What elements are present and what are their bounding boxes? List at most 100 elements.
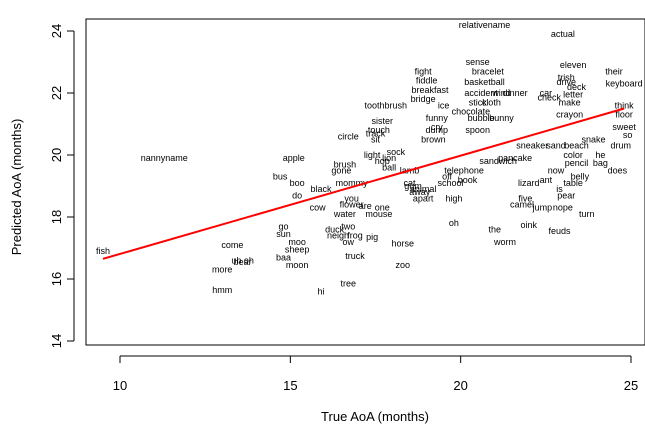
point-label: now bbox=[548, 166, 565, 176]
point-label: basketball bbox=[464, 77, 505, 87]
point-label: flower bbox=[340, 200, 364, 210]
point-label: feuds bbox=[548, 226, 571, 236]
point-label: their bbox=[605, 66, 623, 76]
point-label: ant bbox=[540, 175, 553, 185]
point-label: gum bbox=[404, 181, 422, 191]
point-label: are bbox=[359, 201, 372, 211]
point-label: sit bbox=[371, 135, 380, 145]
regression-line bbox=[102, 107, 625, 260]
point-label: light bbox=[364, 150, 381, 160]
point-label: think bbox=[615, 100, 635, 110]
point-label: baa bbox=[276, 252, 291, 262]
point-label: you bbox=[344, 193, 359, 203]
point-label: zoo bbox=[395, 260, 410, 270]
point-label: car bbox=[540, 88, 553, 98]
point-label: the bbox=[488, 224, 501, 234]
point-label: cry bbox=[431, 122, 443, 132]
point-label: trish bbox=[558, 73, 575, 83]
point-label: cloth bbox=[482, 97, 501, 107]
point-label: uh oh bbox=[231, 255, 254, 265]
point-label: bridge bbox=[411, 94, 436, 104]
point-label: oh bbox=[449, 218, 459, 228]
point-label: chocolate bbox=[452, 107, 491, 117]
point-label: sneaker bbox=[516, 141, 548, 151]
point-label: duck bbox=[325, 224, 345, 234]
point-label: crayon bbox=[556, 110, 583, 120]
point-label: hmm bbox=[212, 285, 232, 295]
point-label: bus bbox=[273, 172, 288, 182]
point-label: bunny bbox=[489, 113, 514, 123]
point-label: cow bbox=[310, 203, 327, 213]
point-label: belly bbox=[571, 172, 590, 182]
point-label: does bbox=[608, 166, 628, 176]
point-label: sock bbox=[387, 147, 406, 157]
point-label: bracelet bbox=[472, 66, 505, 76]
point-label: is bbox=[556, 184, 563, 194]
point-label: stick bbox=[469, 97, 488, 107]
point-label: do bbox=[292, 190, 302, 200]
point-label: accident bbox=[464, 88, 498, 98]
point-label: apart bbox=[413, 193, 434, 203]
point-label: ice bbox=[438, 100, 450, 110]
point-label: floor bbox=[615, 110, 633, 120]
point-label: apple bbox=[283, 153, 305, 163]
point-label: frog bbox=[347, 231, 363, 241]
point-label: five bbox=[518, 193, 532, 203]
x-tick-label: 15 bbox=[283, 378, 297, 393]
point-label: sense bbox=[466, 57, 490, 67]
y-tick-label: 16 bbox=[49, 272, 64, 286]
point-label: eleven bbox=[560, 60, 587, 70]
point-label: school bbox=[437, 178, 463, 188]
plot-box bbox=[85, 18, 645, 346]
point-label: make bbox=[559, 97, 581, 107]
point-label: worm bbox=[493, 237, 516, 247]
y-axis-title: Predicted AoA (months) bbox=[9, 119, 24, 256]
point-label: lion bbox=[382, 153, 396, 163]
point-label: nannyname bbox=[141, 153, 188, 163]
y-tick-label: 22 bbox=[49, 86, 64, 100]
y-tick-label: 14 bbox=[49, 334, 64, 348]
point-label: dinner bbox=[503, 88, 528, 98]
point-label: deck bbox=[567, 82, 587, 92]
point-label: circle bbox=[338, 131, 359, 141]
point-label: boo bbox=[290, 178, 305, 188]
point-label: one bbox=[375, 203, 390, 213]
x-axis-ticks: 10 15 20 25 bbox=[113, 356, 638, 393]
point-label: sand bbox=[546, 141, 566, 151]
point-label: moon bbox=[286, 260, 309, 270]
point-label: two bbox=[341, 221, 355, 231]
point-label: go bbox=[279, 221, 289, 231]
point-label: gone bbox=[331, 166, 351, 176]
point-label: snake bbox=[582, 135, 606, 145]
point-label: touch bbox=[368, 125, 390, 135]
point-label: letter bbox=[563, 90, 583, 100]
point-label: fish bbox=[96, 246, 110, 256]
point-label: bag bbox=[593, 158, 608, 168]
point-label: sandwich bbox=[479, 156, 517, 166]
point-label: fight bbox=[415, 66, 433, 76]
point-label: beach bbox=[564, 141, 589, 151]
point-label: sun bbox=[276, 229, 291, 239]
point-label: tree bbox=[340, 279, 356, 289]
x-tick-label: 10 bbox=[113, 378, 127, 393]
x-tick-label: 20 bbox=[453, 378, 467, 393]
point-label: truck bbox=[345, 251, 365, 261]
point-label: oink bbox=[521, 220, 538, 230]
point-label: pig bbox=[366, 232, 378, 242]
point-label: sheep bbox=[285, 245, 310, 255]
point-label: nope bbox=[553, 203, 573, 213]
point-label: wind bbox=[491, 88, 511, 98]
point-label: pancake bbox=[498, 153, 532, 163]
point-label: mommy bbox=[336, 178, 368, 188]
point-label: bubble bbox=[468, 113, 495, 123]
point-label: keyboard bbox=[606, 79, 643, 89]
point-label: check bbox=[537, 93, 561, 103]
point-label: sweet bbox=[612, 122, 636, 132]
point-label: fiddle bbox=[416, 76, 438, 86]
point-label: ball bbox=[382, 162, 396, 172]
point-label: he bbox=[595, 150, 605, 160]
point-label: dump bbox=[426, 125, 449, 135]
point-label: drive bbox=[557, 77, 577, 87]
